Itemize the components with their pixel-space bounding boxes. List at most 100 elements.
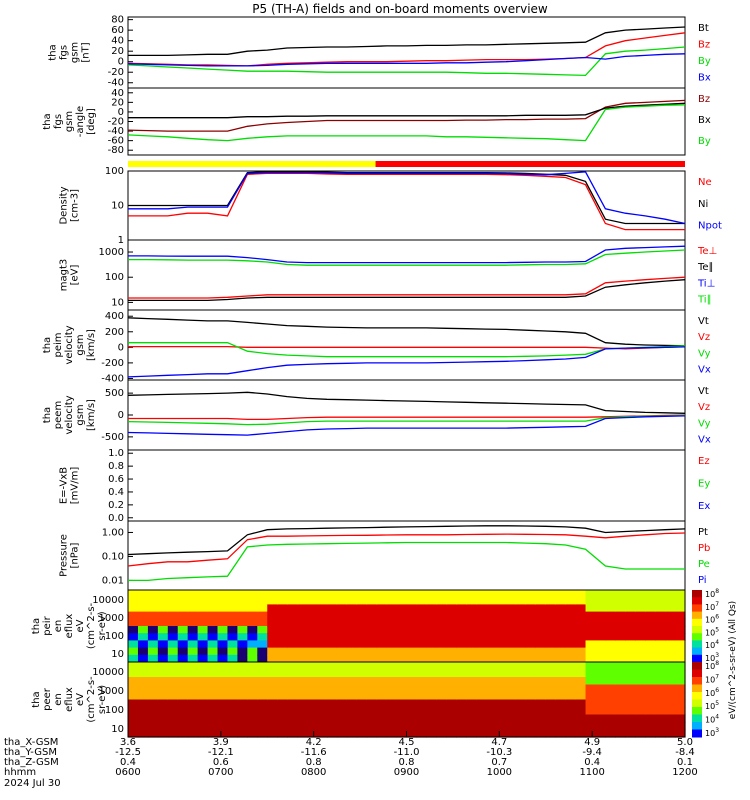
spectrogram-cell	[128, 722, 139, 731]
spectrogram-cell	[376, 604, 388, 613]
spectrogram-cell	[128, 626, 139, 634]
ylabel-line: (cm^2-s-	[86, 676, 97, 723]
spectrogram-cell	[625, 684, 636, 693]
spectrogram-cell	[505, 633, 517, 641]
spectrogram-cell	[466, 654, 477, 663]
spectrogram-cell	[665, 647, 676, 656]
spectrogram-cell	[207, 590, 219, 598]
spectrogram-cell	[615, 699, 626, 708]
spectrogram-cell	[187, 692, 199, 701]
spectrogram-cell	[476, 633, 487, 641]
ylabel-line: Density	[59, 186, 70, 224]
spectrogram-cell	[615, 684, 626, 693]
spectrogram-cell	[356, 640, 368, 649]
spectrogram-cell	[525, 618, 537, 627]
spectrogram-cell	[386, 707, 398, 716]
spectrogram-cell	[446, 684, 457, 693]
spectrogram-cell	[356, 647, 368, 656]
spectrogram-cell	[575, 618, 587, 627]
spectrogram-cell	[555, 618, 567, 627]
spectrogram-cell	[505, 729, 517, 738]
spectrogram-cell	[625, 611, 636, 620]
spectrogram-cell	[645, 699, 656, 708]
spectrogram-cell	[535, 618, 547, 627]
spectrogram-cell	[227, 618, 239, 627]
spectrogram-cell	[515, 618, 527, 627]
colorbar-tick-exponent: 4	[715, 714, 719, 721]
spectrogram-cell	[157, 729, 169, 738]
spectrogram-cell	[177, 729, 189, 738]
spectrogram-cell	[217, 692, 229, 701]
spectrogram-cell	[297, 597, 308, 605]
spectrogram-cell	[486, 677, 497, 686]
colorbar-cell	[692, 629, 702, 634]
series-line-Bx	[127, 53, 686, 67]
spectrogram-cell	[227, 684, 239, 693]
y-tick-label: 40	[111, 36, 124, 47]
spectrogram-cell	[247, 626, 258, 634]
x-axis-value: 0.8	[306, 757, 322, 768]
spectrogram-cell	[227, 654, 239, 663]
spectrogram-cell	[515, 626, 527, 634]
spectrogram-cell	[416, 714, 427, 723]
spectrogram-cell	[257, 618, 268, 627]
spectrogram-cell	[297, 669, 308, 678]
spectrogram-cell	[386, 714, 398, 723]
spectrogram-cell	[277, 677, 288, 686]
spectrogram-cell	[147, 633, 159, 641]
spectrogram-cell	[386, 611, 398, 620]
spectrogram-cell	[267, 590, 278, 598]
spectrogram-cell	[257, 677, 268, 686]
spectrogram-cell	[565, 590, 577, 598]
spectrogram-cell	[237, 707, 248, 716]
spectrogram-cell	[426, 729, 437, 738]
spectrogram-cell	[675, 626, 686, 634]
spectrogram-cell	[505, 597, 517, 605]
spectrogram-cell	[486, 647, 497, 656]
spectrogram-cell	[366, 626, 378, 634]
spectrogram-cell	[635, 722, 646, 731]
spectrogram-cell	[376, 714, 388, 723]
x-axis-value: -11.6	[301, 747, 327, 758]
spectrogram-cell	[316, 611, 328, 620]
spectrogram-cell	[187, 677, 199, 686]
spectrogram-cell	[635, 597, 646, 605]
spectrogram-cell	[525, 729, 537, 738]
spectrogram-cell	[376, 692, 388, 701]
series-line-Pb	[127, 532, 686, 567]
ylabel-line: peer	[42, 687, 53, 711]
spectrogram-cell	[605, 611, 616, 620]
spectrogram-cell	[316, 640, 328, 649]
spectrogram-cell	[486, 684, 497, 693]
spectrogram-cell	[227, 722, 239, 731]
spectrogram-cell	[386, 729, 398, 738]
spectrogram-cell	[565, 722, 577, 731]
spectrogram-cell	[257, 714, 268, 723]
spectrogram-cell	[565, 729, 577, 738]
colorbar-tick-exponent: 5	[715, 626, 719, 633]
spectrogram-cell	[247, 654, 258, 663]
spectrogram-cell	[187, 722, 199, 731]
spectrogram-cell	[257, 640, 268, 649]
ylabel-line: velocity	[64, 395, 75, 434]
spectrogram-cell	[645, 633, 656, 641]
spectrogram-cell	[575, 597, 587, 605]
spectrogram-cell	[625, 699, 636, 708]
spectrogram-cell	[476, 707, 487, 716]
spectrogram-cell	[585, 633, 597, 641]
spectrogram-cell	[615, 662, 626, 671]
spectrogram-cell	[187, 590, 199, 598]
spectrogram-cell	[396, 633, 408, 641]
spectrogram-cell	[515, 684, 527, 693]
spectrogram-cell	[615, 722, 626, 731]
x-axis-value: 4.5	[399, 737, 415, 748]
spectrogram-cell	[227, 597, 239, 605]
legend-entry: Te∥	[697, 262, 714, 273]
spectrogram-cell	[307, 633, 318, 641]
spectrogram-cell	[167, 618, 179, 627]
spectrogram-cell	[426, 699, 437, 708]
spectrogram-cell	[665, 597, 676, 605]
spectrogram-cell	[376, 684, 388, 693]
spectrogram-cell	[297, 707, 308, 716]
spectrogram-cell	[197, 722, 209, 731]
